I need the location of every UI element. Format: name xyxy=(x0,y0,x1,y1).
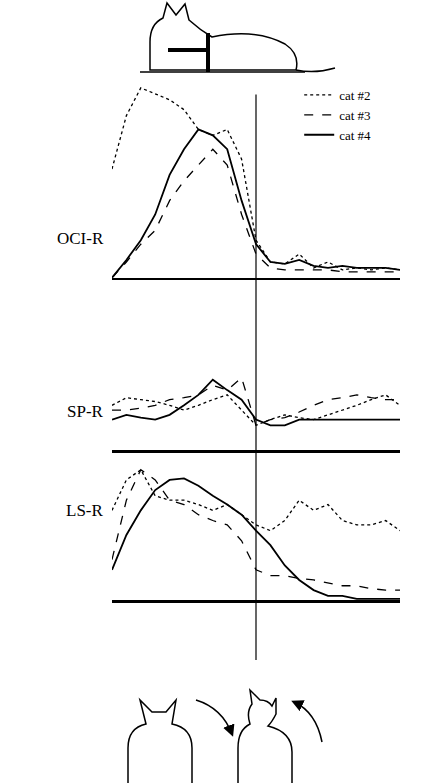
svg-text:cat #4: cat #4 xyxy=(339,128,371,143)
svg-text:cat #2: cat #2 xyxy=(339,88,370,103)
svg-text:cat #3: cat #3 xyxy=(339,108,370,123)
svg-text:SP-R: SP-R xyxy=(67,402,104,421)
svg-text:OCI-R: OCI-R xyxy=(57,229,104,248)
svg-text:LS-R: LS-R xyxy=(66,501,104,520)
